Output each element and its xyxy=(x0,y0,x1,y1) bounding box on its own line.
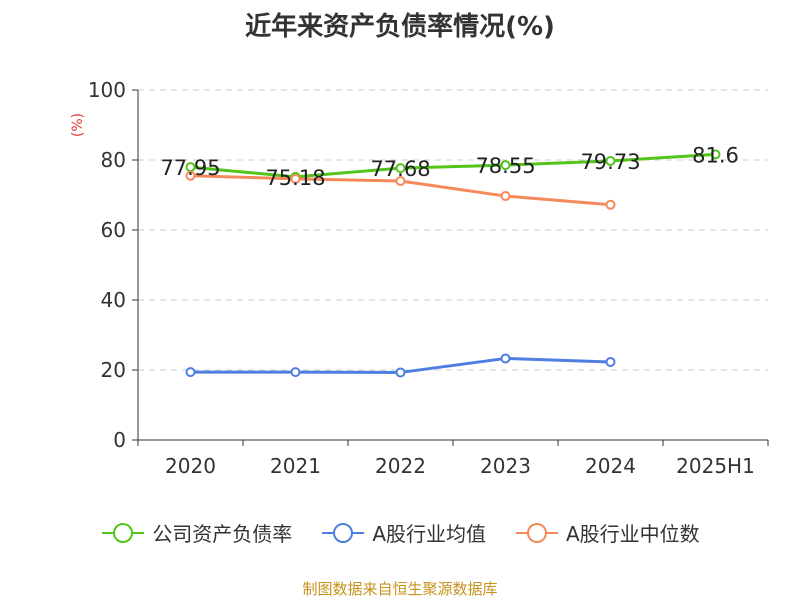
y-tick-label: 20 xyxy=(101,358,126,382)
data-point xyxy=(605,155,616,166)
data-point xyxy=(185,367,196,378)
source-note: 制图数据来自恒生聚源数据库 xyxy=(302,580,498,598)
data-label: 77.95 xyxy=(160,156,220,180)
data-point xyxy=(500,160,511,171)
data-point xyxy=(500,353,511,364)
x-tick-label: 2021 xyxy=(270,454,321,478)
data-point xyxy=(395,367,406,378)
legend-label: 公司资产负债率 xyxy=(152,522,293,546)
y-axis-label: (%) xyxy=(70,113,86,137)
data-point xyxy=(185,170,196,181)
legend-item-2[interactable]: A股行业均值 xyxy=(320,518,486,547)
legend-line-circle-icon xyxy=(100,521,146,545)
data-label: 79.73 xyxy=(580,150,640,174)
legend-item-3[interactable]: A股行业中位数 xyxy=(514,518,700,547)
chart-title: 近年来资产负债率情况(%) xyxy=(245,12,555,42)
data-label: 75.18 xyxy=(265,166,325,190)
legend-line-circle-icon xyxy=(514,521,560,545)
x-tick-label: 2025H1 xyxy=(676,454,755,478)
x-tick-label: 2022 xyxy=(375,454,426,478)
data-point xyxy=(605,356,616,367)
x-tick-label: 2023 xyxy=(480,454,531,478)
data-point xyxy=(605,199,616,210)
y-tick-label: 80 xyxy=(101,148,126,172)
data-point xyxy=(500,191,511,202)
legend-label: A股行业均值 xyxy=(372,522,486,546)
legend-item-1[interactable]: 公司资产负债率 xyxy=(100,518,292,547)
data-point xyxy=(710,149,721,160)
legend-line-circle-icon xyxy=(320,521,366,545)
y-tick-label: 0 xyxy=(113,428,126,452)
x-tick-label: 2020 xyxy=(165,454,216,478)
data-label: 77.68 xyxy=(370,157,430,181)
legend-label: A股行业中位数 xyxy=(566,522,700,546)
series-line-1 xyxy=(190,152,716,179)
legend: 公司资产负债率 A股行业均值 A股行业中位数 xyxy=(0,518,800,547)
data-point xyxy=(395,176,406,186)
y-tick-label: 100 xyxy=(88,78,126,102)
y-tick-label: 40 xyxy=(101,288,126,312)
data-point xyxy=(290,173,301,184)
data-label: 78.55 xyxy=(475,154,535,178)
x-tick-label: 2024 xyxy=(585,454,636,478)
data-point xyxy=(290,367,301,378)
line-chart: 0 20 40 60 80 100(%) 2020 2021 2022 2023 2024 2025H… xyxy=(70,78,769,478)
y-tick-label: 60 xyxy=(101,218,126,242)
data-point xyxy=(395,163,406,174)
data-label: 81.6 xyxy=(692,143,739,167)
